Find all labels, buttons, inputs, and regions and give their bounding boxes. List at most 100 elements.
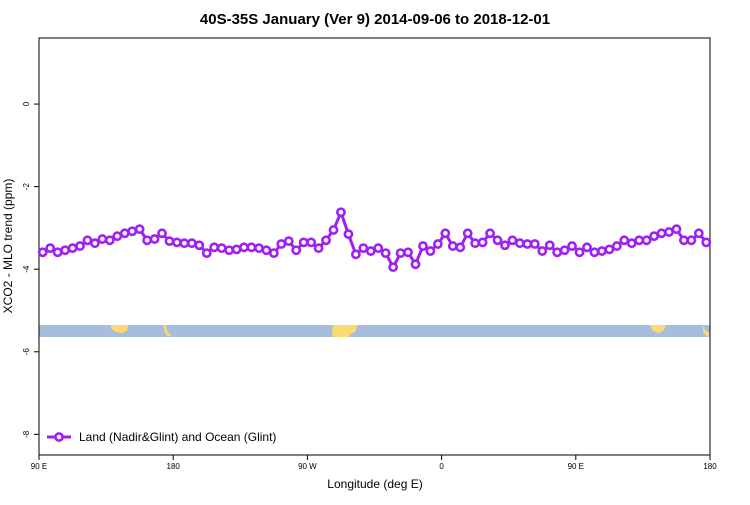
data-point <box>201 248 212 259</box>
data-point <box>321 235 331 246</box>
data-point <box>291 245 302 256</box>
data-point <box>686 235 697 246</box>
data-point <box>90 238 100 249</box>
data-point <box>552 247 563 258</box>
data-point <box>626 238 637 249</box>
x-tick-label: 90 W <box>298 462 317 471</box>
data-point <box>179 238 190 249</box>
data-point <box>656 228 667 239</box>
data-point <box>477 237 488 248</box>
land <box>703 325 710 337</box>
data-point <box>500 240 510 251</box>
data-point <box>470 238 481 249</box>
data-point <box>216 243 227 254</box>
data-point <box>119 228 130 239</box>
data-point <box>306 237 317 248</box>
data-point <box>283 236 294 247</box>
data-point <box>75 241 85 251</box>
legend-marker <box>54 432 64 442</box>
y-tick-label: -6 <box>22 348 31 356</box>
data-point <box>529 239 540 249</box>
data-point <box>209 242 220 253</box>
y-tick-label: -8 <box>22 430 31 438</box>
data-point <box>239 242 249 253</box>
data-point <box>671 224 682 235</box>
data-point <box>134 224 145 235</box>
data-point <box>358 243 369 254</box>
data-point <box>634 235 645 246</box>
x-axis-label: Longitude (deg E) <box>327 477 422 491</box>
data-point <box>664 227 674 237</box>
data-point <box>574 247 585 258</box>
data-point <box>254 243 264 254</box>
data-point <box>373 243 384 254</box>
data-point <box>388 262 399 273</box>
y-axis-label: XCO2 - MLO trend (ppm) <box>1 179 15 314</box>
data-point <box>492 235 503 246</box>
data-point <box>164 236 175 247</box>
data-point <box>522 239 533 249</box>
x-tick-label: 180 <box>167 462 181 471</box>
data-point <box>432 239 443 249</box>
data-point <box>649 231 659 242</box>
data-point <box>641 235 652 246</box>
data-point <box>559 245 570 256</box>
data-point <box>679 235 689 246</box>
data-point <box>37 247 48 258</box>
data-point <box>194 240 205 251</box>
data-point <box>224 245 235 256</box>
data-point <box>246 242 257 253</box>
land <box>163 325 171 337</box>
data-point <box>336 207 346 218</box>
data-point <box>596 246 607 256</box>
x-tick-label: 90 E <box>31 462 47 471</box>
y-tick-label: -2 <box>22 183 31 191</box>
data-point <box>403 247 413 258</box>
data-point <box>537 246 548 256</box>
data-point <box>261 245 272 256</box>
data-point <box>112 231 123 242</box>
data-point <box>485 228 495 239</box>
data-point <box>313 243 324 254</box>
data-point <box>455 242 466 253</box>
data-point <box>97 234 108 244</box>
data-point <box>149 234 160 244</box>
data-point <box>611 241 622 251</box>
data-point <box>440 228 451 239</box>
land <box>332 325 357 337</box>
ocean-band <box>39 325 710 337</box>
data-point <box>104 235 115 246</box>
data-point <box>462 228 473 239</box>
data-point <box>567 241 577 251</box>
data-point <box>298 237 309 248</box>
data-point <box>231 244 242 255</box>
x-tick-label: 0 <box>439 462 444 471</box>
x-tick-label: 90 E <box>568 462 584 471</box>
data-point <box>60 245 70 256</box>
data-point <box>447 241 458 251</box>
land <box>110 325 128 333</box>
data-point <box>142 235 153 246</box>
data-point <box>350 249 361 260</box>
data-point <box>604 244 615 255</box>
legend-label: Land (Nadir&Glint) and Ocean (Glint) <box>79 430 276 444</box>
data-point <box>343 229 354 240</box>
data-point <box>693 228 704 239</box>
data-point <box>619 235 630 246</box>
data-point <box>380 248 391 259</box>
data-point <box>276 239 287 249</box>
data-point <box>268 248 279 259</box>
data-point <box>410 259 421 270</box>
data-point <box>395 248 406 259</box>
data-point <box>186 238 197 249</box>
data-point <box>507 235 518 246</box>
y-tick-label: -4 <box>22 265 31 273</box>
data-point <box>589 247 600 258</box>
data-point <box>157 228 167 239</box>
x-tick-label: 180 <box>703 462 717 471</box>
data-point <box>172 237 182 248</box>
land <box>650 325 666 333</box>
plot-frame <box>38 37 711 456</box>
